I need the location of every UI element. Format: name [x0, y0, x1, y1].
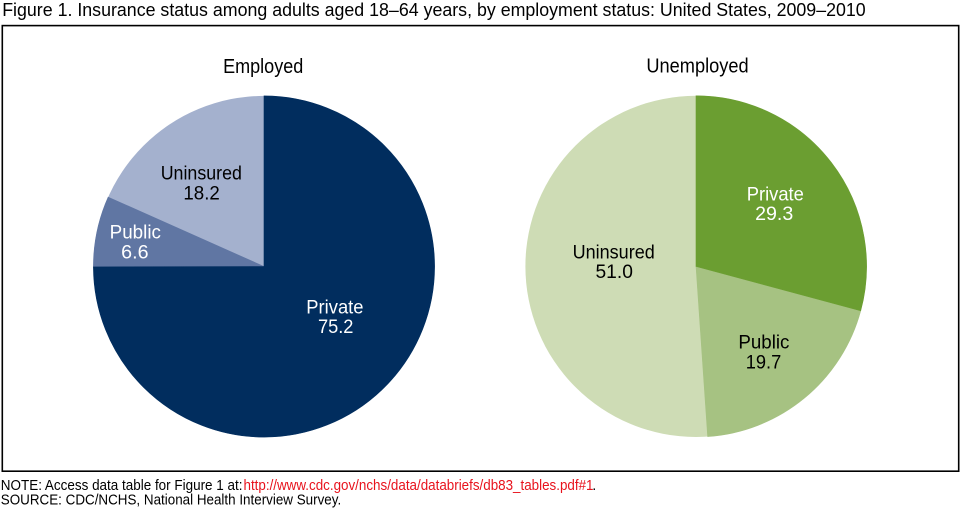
svg-text:Uninsured: Uninsured: [573, 241, 655, 263]
svg-text:Figure 1. Insurance status amo: Figure 1. Insurance status among adults …: [2, 0, 866, 20]
svg-text:NOTE: Access data table for Fi: NOTE: Access data table for Figure 1 at:: [1, 478, 243, 494]
svg-text:6.6: 6.6: [121, 241, 148, 263]
svg-text:Private: Private: [747, 183, 804, 205]
svg-text:SOURCE: CDC/NCHS, National Hea: SOURCE: CDC/NCHS, National Health Interv…: [1, 492, 341, 508]
svg-text:Public: Public: [110, 221, 162, 243]
svg-text:75.2: 75.2: [318, 316, 354, 338]
svg-text:19.7: 19.7: [746, 352, 782, 374]
svg-text:Private: Private: [306, 296, 363, 318]
svg-text:18.2: 18.2: [183, 182, 219, 204]
svg-text:http://www.cdc.gov/nchs/data/d: http://www.cdc.gov/nchs/data/databriefs/…: [244, 478, 594, 494]
svg-text:51.0: 51.0: [596, 261, 634, 283]
svg-text:Uninsured: Uninsured: [161, 162, 242, 184]
svg-text:Unemployed: Unemployed: [646, 56, 748, 78]
svg-text:.: .: [592, 478, 596, 494]
svg-text:Public: Public: [738, 331, 789, 353]
svg-text:Employed: Employed: [223, 56, 303, 78]
svg-text:29.3: 29.3: [755, 203, 793, 225]
